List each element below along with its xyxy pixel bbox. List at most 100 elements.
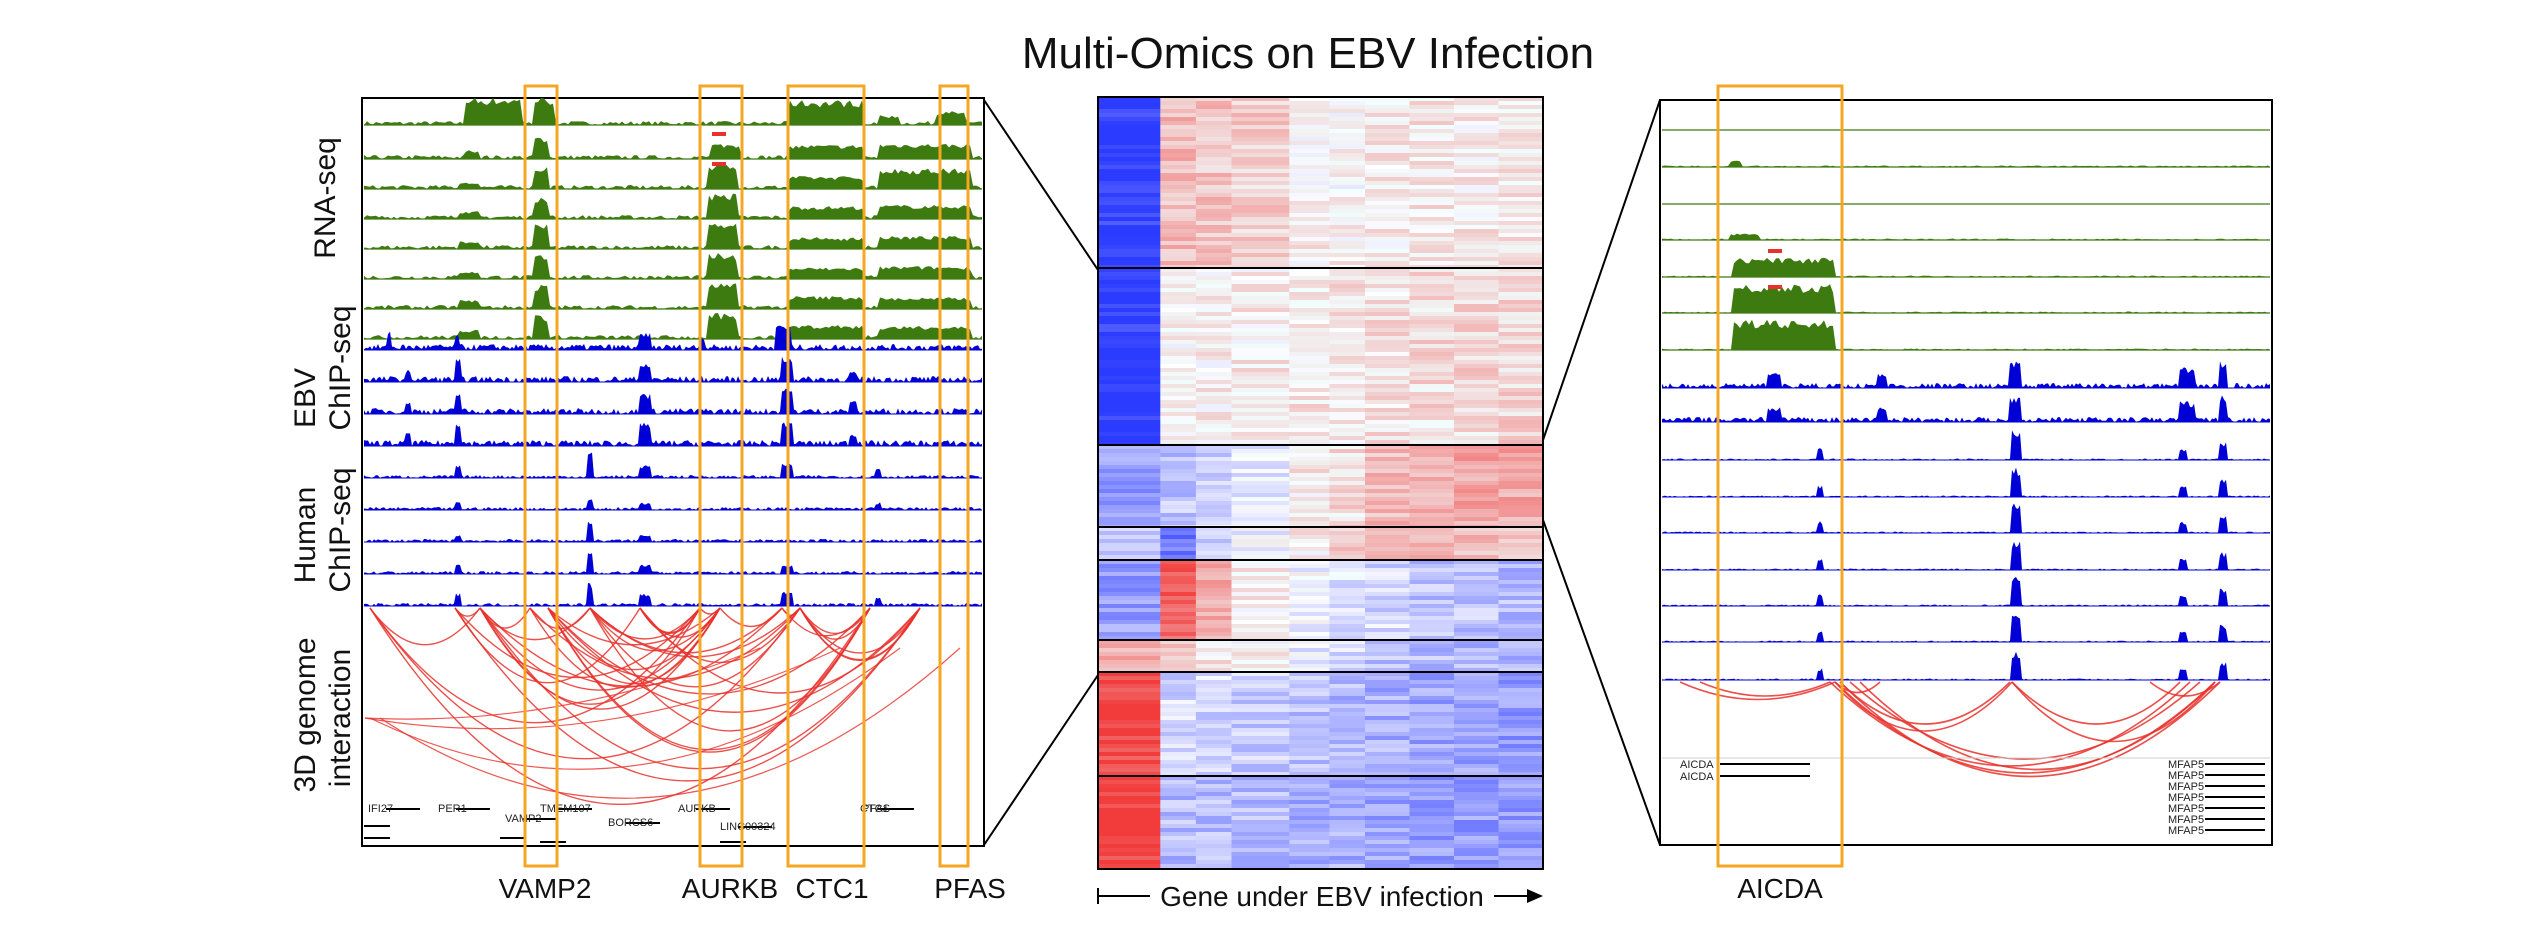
heatmap-cell	[1289, 221, 1330, 226]
heatmap-cell	[1160, 457, 1197, 462]
heatmap-cell	[1454, 165, 1499, 170]
heatmap-cell	[1098, 316, 1161, 321]
heatmap-cell	[1160, 752, 1197, 757]
heatmap-cell	[1231, 588, 1290, 593]
heatmap-cell	[1365, 241, 1410, 246]
heatmap-cell	[1498, 584, 1544, 589]
heatmap-cell	[1365, 513, 1410, 518]
heatmap-cell	[1160, 117, 1197, 122]
heatmap-cell	[1195, 276, 1232, 281]
heatmap-cell	[1195, 505, 1232, 510]
interaction-label-line1: 3D genome	[289, 637, 322, 792]
heatmap-cell	[1365, 836, 1410, 841]
heatmap-cell	[1365, 233, 1410, 238]
heatmap-cell	[1365, 292, 1410, 297]
heatmap-cell	[1365, 209, 1410, 214]
heatmap-cell	[1098, 624, 1161, 629]
heatmap-cell	[1409, 372, 1455, 377]
heatmap-cell	[1329, 237, 1366, 242]
heatmap-cell	[1365, 125, 1410, 130]
heatmap-cell	[1098, 848, 1161, 853]
heatmap-cell	[1409, 380, 1455, 385]
heatmap-cell	[1195, 493, 1232, 498]
heatmap-cell	[1454, 372, 1499, 377]
heatmap-cell	[1289, 628, 1330, 633]
heatmap-cell	[1231, 97, 1290, 102]
heatmap-cell	[1409, 445, 1455, 450]
heatmap-cell	[1329, 364, 1366, 369]
interaction-arc	[1839, 681, 2011, 725]
heatmap-cell	[1498, 852, 1544, 857]
heatmap-cell	[1365, 288, 1410, 293]
heatmap-cell	[1098, 137, 1161, 142]
heatmap-cell	[1160, 547, 1197, 552]
heatmap-cell	[1098, 161, 1161, 166]
heatmap-cell	[1098, 364, 1161, 369]
heatmap-cell	[1498, 213, 1544, 218]
rnaseq-track-signal	[364, 193, 982, 219]
heatmap-cell	[1329, 684, 1366, 689]
heatmap-cell	[1289, 828, 1330, 833]
heatmap-cell	[1329, 296, 1366, 301]
heatmap-cell	[1498, 684, 1544, 689]
heatmap-cell	[1098, 535, 1161, 540]
heatmap-cell	[1365, 640, 1410, 645]
heatmap-cell	[1329, 517, 1366, 522]
gene-annotation-label: PFAS	[862, 803, 890, 815]
heatmap-cell	[1365, 728, 1410, 733]
heatmap-cell	[1498, 292, 1544, 297]
heatmap-cell	[1160, 185, 1197, 190]
heatmap-cell	[1498, 543, 1544, 548]
heatmap-cell	[1231, 356, 1290, 361]
heatmap-cell	[1365, 784, 1410, 789]
heatmap-cell	[1409, 760, 1455, 765]
heatmap-cell	[1231, 141, 1290, 146]
heatmap-cell	[1365, 416, 1410, 421]
heatmap-cell	[1329, 332, 1366, 337]
heatmap-cell	[1498, 253, 1544, 258]
heatmap-cell	[1454, 225, 1499, 230]
gene-label-aurkb: AURKB	[682, 873, 778, 904]
heatmap-cell	[1195, 296, 1232, 301]
heatmap-cell	[1160, 372, 1197, 377]
heatmap-cell	[1329, 129, 1366, 134]
heatmap-cell	[1329, 489, 1366, 494]
heatmap-cell	[1498, 572, 1544, 577]
heatmap-cell	[1454, 517, 1499, 522]
heatmap-cell	[1289, 848, 1330, 853]
heatmap-cell	[1160, 756, 1197, 761]
heatmap-cell	[1365, 129, 1410, 134]
rnaseq-saturation-mark	[1768, 249, 1782, 253]
heatmap-cell	[1160, 728, 1197, 733]
heatmap-cell	[1289, 105, 1330, 110]
heatmap-cell	[1498, 840, 1544, 845]
heatmap-cell	[1454, 612, 1499, 617]
heatmap-cell	[1365, 428, 1410, 433]
connector-left-top	[983, 99, 1099, 271]
heatmap-cell	[1498, 316, 1544, 321]
heatmap-cell	[1195, 364, 1232, 369]
heatmap-cell	[1231, 756, 1290, 761]
heatmap-cell	[1231, 233, 1290, 238]
heatmap-cell	[1454, 760, 1499, 765]
heatmap-cell	[1195, 856, 1232, 861]
heatmap-cell	[1365, 652, 1410, 657]
heatmap-cell	[1454, 632, 1499, 637]
heatmap-cell	[1365, 201, 1410, 206]
heatmap-cell	[1365, 860, 1410, 865]
heatmap-cell	[1160, 521, 1197, 526]
heatmap-cell	[1365, 161, 1410, 166]
heatmap-cell	[1231, 368, 1290, 373]
heatmap-cell	[1454, 860, 1499, 865]
heatmap-cell	[1498, 457, 1544, 462]
heatmap-cell	[1454, 161, 1499, 166]
heatmap-cell	[1498, 296, 1544, 301]
heatmap-cell	[1365, 185, 1410, 190]
heatmap-cell	[1098, 688, 1161, 693]
heatmap-cell	[1289, 332, 1330, 337]
heatmap-cell	[1498, 376, 1544, 381]
heatmap-cell	[1409, 249, 1455, 254]
heatmap-cell	[1329, 580, 1366, 585]
heatmap-cell	[1409, 560, 1455, 565]
heatmap-cell	[1454, 816, 1499, 821]
